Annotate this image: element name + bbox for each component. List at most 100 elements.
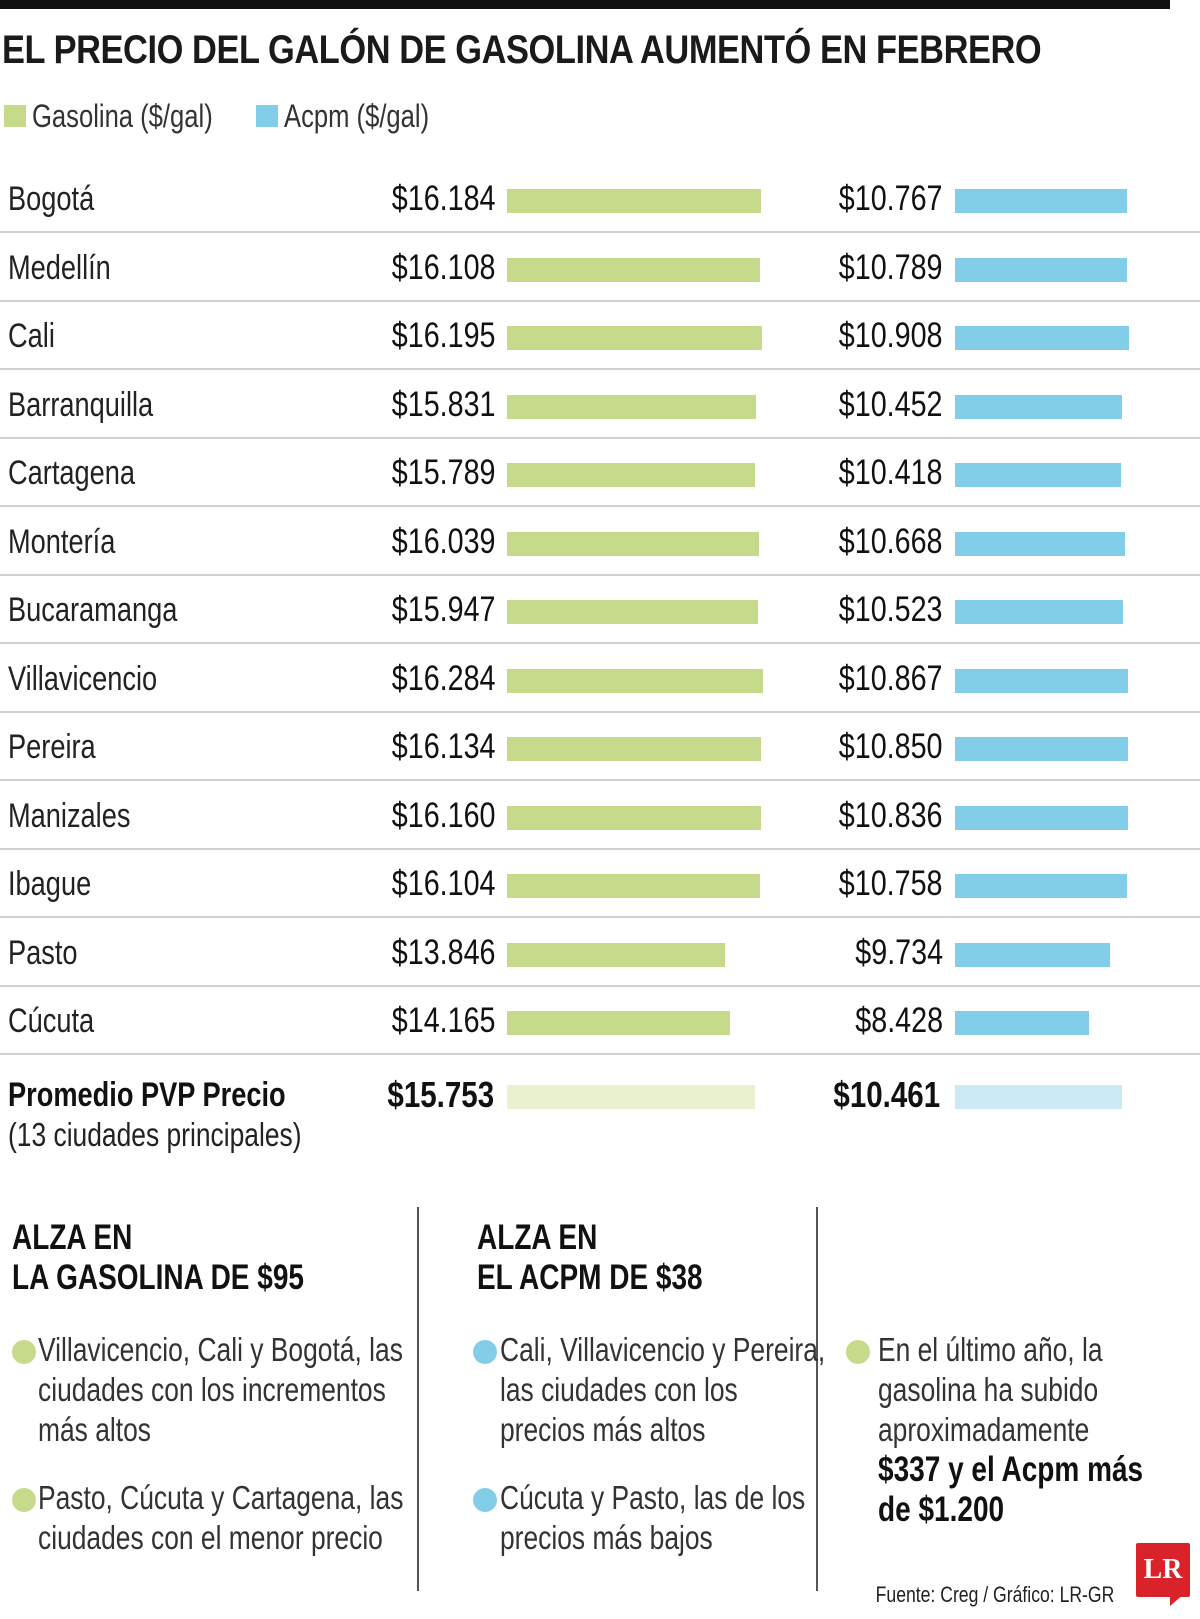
bullet-dot-icon — [846, 1340, 870, 1364]
average-sublabel: (13 ciudades principales) — [8, 1116, 302, 1153]
table-row: Pasto $13.846 $9.734 — [0, 919, 1200, 987]
acpm-bar — [955, 737, 1129, 761]
city-label: Manizales — [8, 796, 131, 835]
table-row: Manizales $16.160 $10.836 — [0, 782, 1200, 850]
legend-label-gasolina: Gasolina ($/gal) — [32, 97, 213, 134]
legend-item-acpm: Acpm ($/gal) — [256, 96, 465, 136]
acpm-value-label: $9.734 — [855, 932, 943, 972]
row-divider — [0, 573, 1200, 576]
note-heading-line: EL ACPM DE $38 — [477, 1258, 703, 1297]
legend-swatch-gasolina — [4, 105, 26, 127]
acpm-value-label: $10.789 — [839, 247, 943, 287]
acpm-bar — [955, 189, 1127, 213]
average-gasolina-value: $15.753 — [387, 1074, 494, 1115]
city-label: Villavicencio — [8, 659, 158, 698]
acpm-value-label: $10.523 — [839, 590, 943, 629]
table-row: Cúcuta $14.165 $8.428 — [0, 987, 1200, 1055]
gasolina-bar — [507, 1011, 730, 1035]
acpm-value-label: $10.908 — [839, 316, 943, 355]
acpm-bar — [955, 326, 1129, 350]
city-label: Ibague — [8, 865, 92, 903]
row-divider — [0, 642, 1200, 644]
table-row: Bogotá $16.184 $10.767 — [0, 165, 1200, 233]
row-divider — [0, 847, 1200, 850]
city-label: Cúcuta — [8, 1002, 95, 1040]
gasolina-value-label: $15.789 — [392, 453, 496, 492]
row-divider — [0, 984, 1200, 987]
table-row: Cali $16.195 $10.908 — [0, 302, 1200, 370]
acpm-value-label: $10.418 — [839, 453, 943, 492]
average-acpm-bar — [955, 1085, 1122, 1109]
lr-logo-tail — [1170, 1594, 1184, 1606]
acpm-bar — [955, 1011, 1090, 1035]
bullet-dot-icon — [12, 1340, 36, 1364]
column-divider — [816, 1207, 818, 1591]
table-row: Villavicencio $16.284 $10.867 — [0, 645, 1200, 713]
gasolina-value-label: $15.947 — [392, 590, 496, 629]
legend-label-acpm: Acpm ($/gal) — [284, 97, 430, 134]
gasolina-bar — [507, 326, 762, 350]
legend: Gasolina ($/gal) Acpm ($/gal) — [4, 96, 704, 136]
gasolina-value-label: $16.108 — [392, 247, 496, 287]
city-label: Bogotá — [8, 180, 95, 218]
acpm-value-label: $10.758 — [839, 864, 943, 903]
acpm-bar — [955, 463, 1122, 487]
city-label: Montería — [8, 522, 116, 561]
row-divider — [0, 368, 1200, 370]
gasolina-bar — [507, 668, 763, 693]
note-heading-line: LA GASOLINA DE $95 — [12, 1258, 304, 1297]
gasolina-value-label: $14.165 — [392, 1001, 496, 1040]
acpm-value-label: $10.836 — [839, 795, 943, 835]
gasolina-bar — [507, 394, 756, 419]
acpm-value-label: $10.452 — [839, 384, 943, 424]
gasolina-value-label: $16.284 — [392, 658, 496, 698]
bullet-dot-icon — [12, 1488, 36, 1512]
note-bullet-text: Pasto, Cúcuta y Cartagena, las ciudades … — [38, 1479, 404, 1556]
chart-title: EL PRECIO DEL GALÓN DE GASOLINA AUMENTÓ … — [2, 28, 1042, 72]
acpm-bar — [955, 531, 1126, 556]
gasolina-value-label: $16.160 — [392, 795, 496, 835]
acpm-bar — [955, 600, 1123, 624]
gasolina-bar — [507, 257, 761, 282]
gasolina-value-label: $13.846 — [392, 932, 496, 972]
acpm-value-label: $8.428 — [855, 1001, 943, 1040]
gasolina-bar — [507, 874, 761, 898]
table-row: Cartagena $15.789 $10.418 — [0, 439, 1200, 507]
lr-logo: LR — [1136, 1543, 1190, 1597]
table-row: Pereira $16.134 $10.850 — [0, 713, 1200, 781]
gasolina-value-label: $16.104 — [392, 864, 496, 903]
city-label: Cartagena — [8, 454, 136, 492]
bullet-dot-icon — [473, 1340, 497, 1364]
city-label: Cali — [8, 317, 55, 355]
table-row: Ibague $16.104 $10.758 — [0, 850, 1200, 918]
row-divider — [0, 231, 1200, 233]
table-row: Barranquilla $15.831 $10.452 — [0, 371, 1200, 439]
note-gasolina: ALZA EN LA GASOLINA DE $95 Villavicencio… — [12, 1218, 403, 1556]
gasolina-bar — [507, 737, 761, 761]
row-divider — [0, 436, 1200, 439]
row-divider — [0, 505, 1200, 507]
average-acpm-value: $10.461 — [833, 1074, 940, 1115]
acpm-value-label: $10.867 — [839, 658, 943, 698]
legend-swatch-acpm — [256, 105, 278, 127]
gasolina-bar — [507, 942, 725, 967]
gasolina-value-label: $16.195 — [392, 316, 496, 355]
gasolina-bar — [507, 805, 762, 830]
city-label: Barranquilla — [8, 385, 154, 424]
acpm-bar — [955, 394, 1122, 419]
row-divider — [0, 710, 1200, 713]
gasolina-bar — [507, 531, 760, 556]
acpm-value-label: $10.767 — [839, 179, 943, 218]
note-heading-line: ALZA EN — [12, 1218, 133, 1257]
gasolina-value-label: $16.134 — [392, 727, 496, 766]
acpm-bar — [955, 874, 1127, 898]
acpm-bar — [955, 257, 1128, 282]
acpm-bar — [955, 942, 1111, 967]
note-bullet-text: Villavicencio, Cali y Bogotá, las ciudad… — [38, 1331, 403, 1448]
legend-item-gasolina: Gasolina ($/gal) — [4, 96, 258, 136]
table-row: Medellín $16.108 $10.789 — [0, 234, 1200, 302]
gasolina-bar — [507, 600, 758, 624]
top-rule — [0, 0, 1170, 9]
city-label: Pereira — [8, 728, 96, 766]
average-row: Promedio PVP Precio (13 ciudades princip… — [0, 1058, 1200, 1158]
